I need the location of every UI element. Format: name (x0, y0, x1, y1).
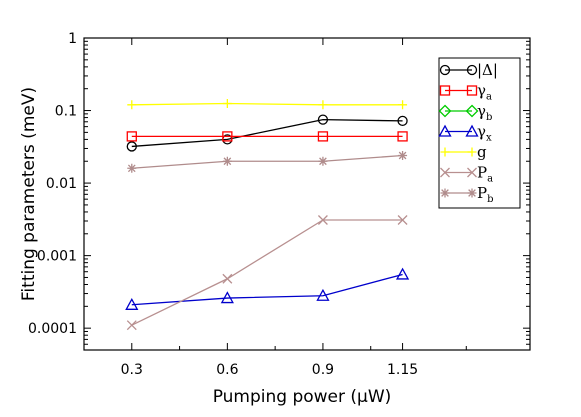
data-point (222, 99, 232, 109)
legend-entry: Pb (440, 184, 494, 205)
data-point (126, 141, 137, 152)
data-point (467, 167, 477, 178)
series-line (131, 118, 403, 148)
data-point (317, 114, 329, 125)
y-axis-title: Fitting parameters (meV) (19, 87, 39, 301)
data-point (318, 156, 328, 166)
data-point (465, 104, 479, 118)
legend-label: γb (477, 102, 492, 123)
series-layer (125, 99, 410, 331)
series-line (131, 102, 403, 106)
data-point (127, 163, 137, 173)
data-point (465, 124, 479, 137)
data-point (438, 124, 452, 137)
axis-ticks: 0.3 0.6 0.9 1.15 0.0001 0.001 0.01 0.1 1 (28, 31, 530, 378)
x-tick-label: 0.9 (312, 362, 334, 378)
x-tick-label: 0.6 (216, 362, 238, 378)
data-point (395, 267, 410, 280)
data-point (439, 64, 451, 76)
y-tick-label: 0.0001 (28, 321, 77, 337)
x-tick-label: 1.15 (387, 362, 418, 378)
data-point (317, 215, 328, 225)
data-point (440, 188, 450, 198)
data-point (127, 100, 137, 110)
legend-label: Pa (477, 164, 493, 185)
data-point (318, 100, 328, 110)
data-point (397, 215, 408, 225)
data-point (439, 85, 451, 96)
series-line (131, 154, 403, 169)
legend-entry: |Δ| (439, 61, 498, 79)
legend-label: γx (477, 123, 492, 144)
data-point (397, 131, 408, 142)
legend-box (438, 57, 521, 209)
y-tick-label: 1 (68, 31, 77, 47)
data-point (126, 131, 137, 142)
legend-entry: Pa (440, 164, 493, 185)
plot-area (83, 37, 531, 351)
legend-label: γa (477, 82, 492, 103)
legend-entry: γb (438, 102, 492, 123)
series-3 (125, 267, 410, 310)
data-point (467, 147, 477, 157)
data-point (316, 288, 330, 301)
x-tick-label: 0.3 (121, 362, 143, 378)
legend-label: Pb (477, 184, 494, 205)
data-point (220, 291, 234, 304)
data-point (438, 104, 452, 118)
series-1 (126, 131, 408, 142)
data-point (398, 151, 408, 161)
data-point (440, 167, 450, 178)
legend-label: |Δ| (477, 61, 498, 79)
series-line (131, 273, 403, 306)
data-point (397, 115, 408, 127)
data-point (317, 131, 329, 142)
data-point (467, 188, 477, 198)
data-point (398, 100, 408, 110)
legend-entry: γx (438, 123, 492, 144)
series-line (131, 219, 403, 326)
legend-entry: g (440, 143, 487, 161)
data-point (222, 156, 232, 166)
data-point (466, 85, 478, 96)
y-tick-label: 0.1 (55, 104, 77, 120)
data-point (125, 297, 139, 310)
y-tick-label: 0.01 (46, 176, 77, 192)
data-point (222, 273, 233, 284)
legend-label: g (477, 143, 487, 161)
data-point (440, 147, 450, 157)
series-0 (126, 114, 408, 152)
y-tick-label: 0.001 (37, 249, 77, 265)
data-point (466, 64, 478, 76)
series-4 (127, 99, 408, 110)
data-point (222, 131, 233, 142)
series-6 (127, 151, 408, 173)
series-5 (126, 215, 408, 331)
x-axis-title: Pumping power (µW) (213, 387, 392, 407)
legend-entry: γa (439, 82, 492, 103)
data-point (126, 320, 137, 331)
